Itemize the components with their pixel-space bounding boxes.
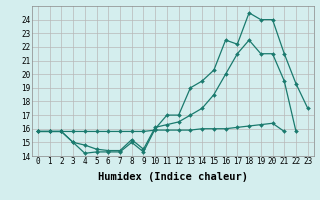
X-axis label: Humidex (Indice chaleur): Humidex (Indice chaleur) <box>98 172 248 182</box>
